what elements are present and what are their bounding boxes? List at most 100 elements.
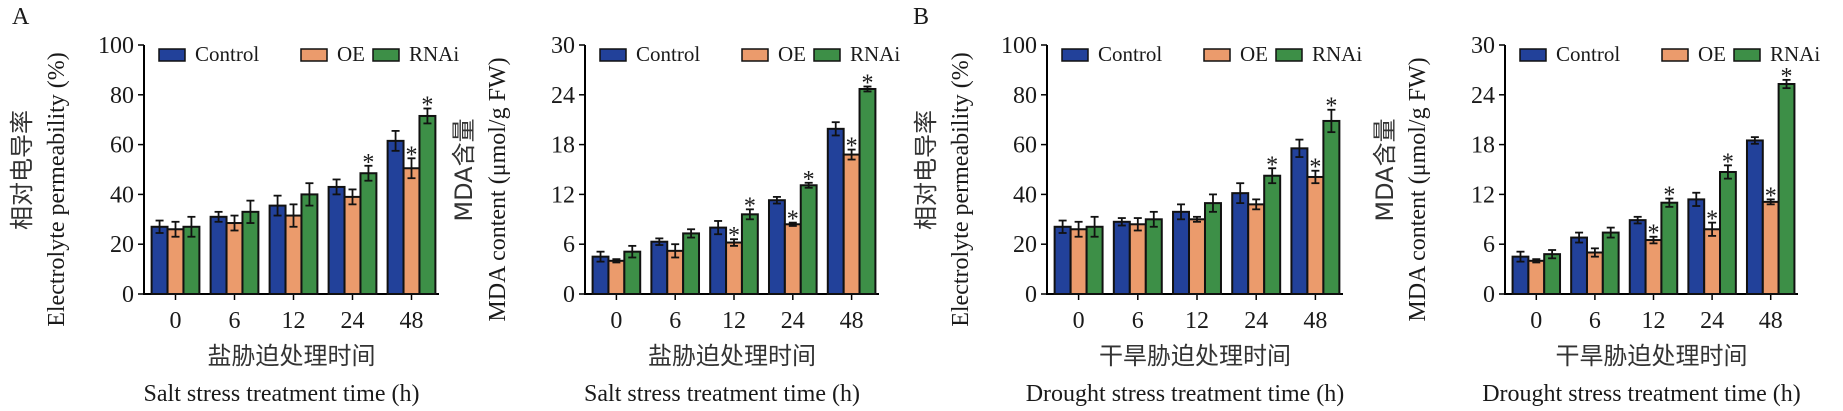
legend-swatch-rnai: [1275, 48, 1303, 62]
legend-label-rnai: RNAi: [1312, 42, 1362, 66]
significance-star: *: [421, 92, 433, 118]
x-tick-label: 6: [1589, 308, 1601, 334]
y-axis-title-cn: MDA含量: [1371, 118, 1399, 221]
x-tick-label: 12: [722, 308, 746, 334]
bar-control-6: [1112, 220, 1131, 295]
x-tick-label: 0: [1530, 308, 1542, 334]
x-axis-title: Salt stress treatment time (h): [144, 381, 420, 407]
bar-oe-48: [842, 153, 861, 295]
bar-control-6: [209, 215, 228, 295]
panel-label-b: B: [913, 4, 929, 30]
bar-oe-24: [1703, 228, 1722, 295]
bar-oe-48: [1761, 200, 1780, 295]
legend-swatch-control: [599, 48, 627, 62]
x-axis-title-cn: 盐胁迫处理时间: [648, 342, 816, 370]
x-tick-label: 6: [669, 308, 681, 334]
y-axis-title: MDA content (μmol/g FW): [485, 57, 511, 321]
y-axis-title: Electrolyte permeability (%): [948, 52, 974, 327]
bar-control-24: [767, 199, 786, 296]
bar-control-12: [1628, 219, 1647, 296]
legend-swatch-rnai: [372, 48, 400, 62]
bar-control-12: [709, 226, 728, 296]
significance-star: *: [1663, 183, 1675, 209]
bar-control-48: [386, 139, 405, 295]
significance-star: *: [1765, 183, 1777, 209]
y-tick-label: 80: [110, 83, 134, 109]
y-tick-label: 40: [1013, 182, 1037, 208]
significance-star: *: [1309, 155, 1321, 181]
panel-label-a: A: [12, 4, 30, 30]
bar-rnai-48: [418, 114, 437, 295]
significance-star: *: [1325, 94, 1337, 120]
x-tick-label: 24: [1700, 308, 1724, 334]
y-tick-label: 30: [1471, 33, 1495, 59]
bar-oe-6: [225, 222, 244, 295]
bar-oe-12: [1188, 218, 1206, 295]
significance-star: *: [1722, 149, 1734, 175]
y-tick-label: 0: [1483, 282, 1495, 308]
y-tick-label: 6: [563, 232, 575, 258]
y-tick-label: 40: [110, 182, 134, 208]
bar-rnai-12: [300, 193, 319, 295]
x-axis-title-cn: 盐胁迫处理时间: [208, 342, 376, 370]
x-tick-label: 48: [1759, 308, 1783, 334]
bar-control-48: [1745, 139, 1764, 295]
legend-swatch-rnai: [813, 48, 841, 62]
significance-star: *: [803, 167, 815, 193]
bar-oe-48: [402, 167, 421, 296]
x-tick-label: 24: [341, 308, 365, 334]
legend-swatch-oe: [1661, 48, 1689, 62]
x-tick-label: 0: [170, 308, 182, 334]
legend-swatch-control: [1519, 48, 1547, 62]
x-tick-label: 48: [400, 308, 424, 334]
significance-star: *: [1266, 152, 1278, 178]
bar-control-6: [1570, 236, 1588, 295]
x-tick-label: 0: [1073, 308, 1085, 334]
y-tick-label: 24: [1471, 83, 1495, 109]
y-axis-title-cn: MDA含量: [450, 118, 478, 221]
y-tick-label: 0: [122, 282, 134, 308]
significance-star: *: [728, 223, 740, 249]
legend-label-rnai: RNAi: [1770, 42, 1820, 66]
legend-label-control: Control: [195, 42, 259, 66]
significance-star: *: [1648, 221, 1660, 247]
y-tick-label: 60: [1013, 133, 1037, 159]
legend-label-control: Control: [1098, 42, 1162, 66]
bar-control-0: [150, 225, 169, 296]
legend-swatch-oe: [741, 48, 769, 62]
y-tick-label: 100: [98, 33, 134, 59]
y-tick-label: 12: [551, 182, 575, 208]
bar-rnai-12: [740, 213, 759, 296]
significance-star: *: [1781, 64, 1793, 90]
bar-oe-24: [343, 195, 362, 295]
bar-rnai-24: [359, 172, 378, 295]
y-tick-label: 18: [551, 133, 575, 159]
bar-oe-24: [783, 223, 802, 295]
x-tick-label: 12: [1642, 308, 1666, 334]
legend-label-oe: OE: [778, 42, 806, 66]
significance-star: *: [744, 193, 756, 219]
bar-oe-6: [1585, 251, 1604, 295]
x-tick-label: 6: [1132, 308, 1144, 334]
legend-label-rnai: RNAi: [850, 42, 900, 66]
bar-control-24: [1231, 192, 1250, 295]
x-tick-label: 12: [282, 308, 306, 334]
x-tick-label: 12: [1185, 308, 1209, 334]
x-tick-label: 6: [229, 308, 241, 334]
x-axis-title-cn: 干旱胁迫处理时间: [1556, 342, 1748, 370]
x-tick-label: 48: [840, 308, 864, 334]
bar-rnai-48: [858, 87, 877, 295]
bar-rnai-12: [1203, 202, 1222, 296]
bar-control-24: [1687, 198, 1706, 296]
bar-oe-0: [1527, 259, 1546, 295]
significance-star: *: [362, 150, 374, 176]
significance-star: *: [787, 207, 799, 233]
y-tick-label: 0: [563, 282, 575, 308]
y-tick-label: 6: [1483, 232, 1495, 258]
legend-swatch-oe: [1203, 48, 1231, 62]
y-tick-label: 12: [1471, 182, 1495, 208]
legend-label-oe: OE: [1240, 42, 1268, 66]
